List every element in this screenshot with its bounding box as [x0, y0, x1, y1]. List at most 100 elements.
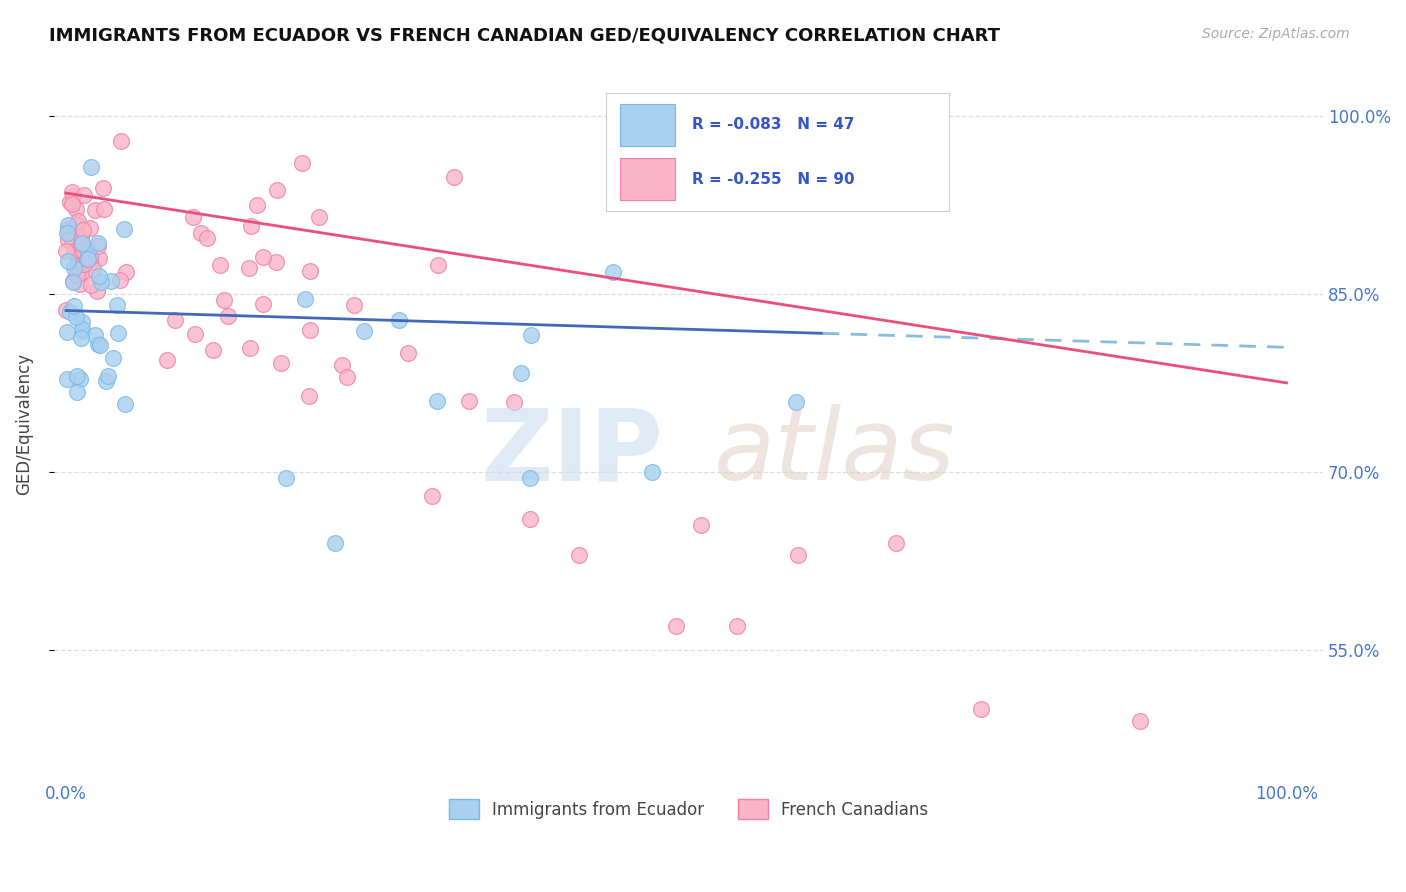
Point	[59, 224, 82, 238]
Point	[1129, 714, 1152, 728]
Point	[343, 298, 366, 312]
Point	[602, 265, 624, 279]
Text: Source: ZipAtlas.com: Source: ZipAtlas.com	[1202, 27, 1350, 41]
Point	[62, 244, 84, 258]
Point	[70, 265, 93, 279]
Point	[336, 370, 359, 384]
Point	[66, 254, 89, 268]
Point	[270, 355, 292, 369]
Point	[79, 250, 101, 264]
Point	[240, 219, 263, 234]
Point	[181, 211, 204, 225]
Point	[90, 275, 112, 289]
Point	[91, 181, 114, 195]
Point	[396, 346, 419, 360]
Point	[87, 251, 110, 265]
Point	[65, 202, 87, 217]
Point	[67, 214, 90, 228]
Point	[107, 326, 129, 340]
Point	[195, 230, 218, 244]
Point	[77, 244, 100, 259]
Point	[665, 619, 688, 633]
Point	[689, 518, 711, 533]
Point	[970, 702, 993, 716]
Point	[93, 202, 115, 216]
Point	[70, 322, 93, 336]
Point	[266, 254, 288, 268]
Point	[62, 274, 84, 288]
Text: atlas: atlas	[714, 404, 956, 501]
Point	[274, 471, 297, 485]
Point	[884, 536, 907, 550]
Point	[388, 313, 411, 327]
Point	[77, 252, 100, 267]
Point	[420, 489, 443, 503]
Point	[82, 262, 104, 277]
Legend: Immigrants from Ecuador, French Canadians: Immigrants from Ecuador, French Canadian…	[443, 793, 935, 825]
Point	[114, 265, 136, 279]
Point	[55, 244, 77, 258]
Point	[56, 233, 79, 247]
Point	[298, 389, 321, 403]
Point	[73, 188, 96, 202]
Point	[60, 185, 83, 199]
Point	[76, 252, 98, 266]
Point	[308, 211, 330, 225]
Point	[112, 222, 135, 236]
Point	[114, 397, 136, 411]
Point	[238, 261, 260, 276]
Point	[785, 395, 807, 409]
Point	[69, 256, 91, 270]
Point	[108, 273, 131, 287]
Point	[66, 261, 89, 276]
Point	[65, 310, 87, 324]
Point	[427, 258, 450, 272]
Point	[56, 218, 79, 232]
Point	[97, 369, 120, 384]
Point	[519, 471, 541, 485]
Point	[252, 250, 274, 264]
Point	[568, 548, 591, 562]
Point	[83, 202, 105, 217]
Point	[69, 331, 91, 345]
Point	[252, 297, 274, 311]
Point	[70, 324, 93, 338]
Point	[80, 160, 103, 174]
Point	[56, 325, 79, 339]
Point	[66, 258, 89, 272]
Point	[72, 223, 94, 237]
Point	[70, 235, 93, 250]
Point	[443, 170, 465, 185]
Point	[69, 371, 91, 385]
Text: IMMIGRANTS FROM ECUADOR VS FRENCH CANADIAN GED/EQUIVALENCY CORRELATION CHART: IMMIGRANTS FROM ECUADOR VS FRENCH CANADI…	[49, 27, 1000, 45]
Point	[165, 312, 187, 326]
Point	[509, 366, 531, 380]
Point	[69, 277, 91, 292]
Point	[79, 254, 101, 268]
Point	[87, 235, 110, 250]
Point	[87, 238, 110, 252]
Text: ZIP: ZIP	[481, 404, 664, 501]
Point	[70, 230, 93, 244]
Point	[323, 536, 346, 550]
Point	[79, 221, 101, 235]
Point	[67, 254, 90, 268]
Point	[96, 374, 118, 388]
Point	[62, 299, 84, 313]
Point	[86, 285, 108, 299]
Point	[79, 278, 101, 293]
Point	[246, 198, 269, 212]
Point	[56, 226, 79, 240]
Point	[87, 268, 110, 283]
Point	[502, 395, 524, 409]
Point	[156, 352, 179, 367]
Point	[66, 385, 89, 400]
Point	[59, 304, 82, 318]
Point	[212, 293, 235, 307]
Point	[58, 222, 80, 236]
Point	[66, 268, 89, 283]
Point	[239, 342, 262, 356]
Point	[62, 189, 84, 203]
Point	[56, 372, 79, 386]
Point	[426, 393, 449, 408]
